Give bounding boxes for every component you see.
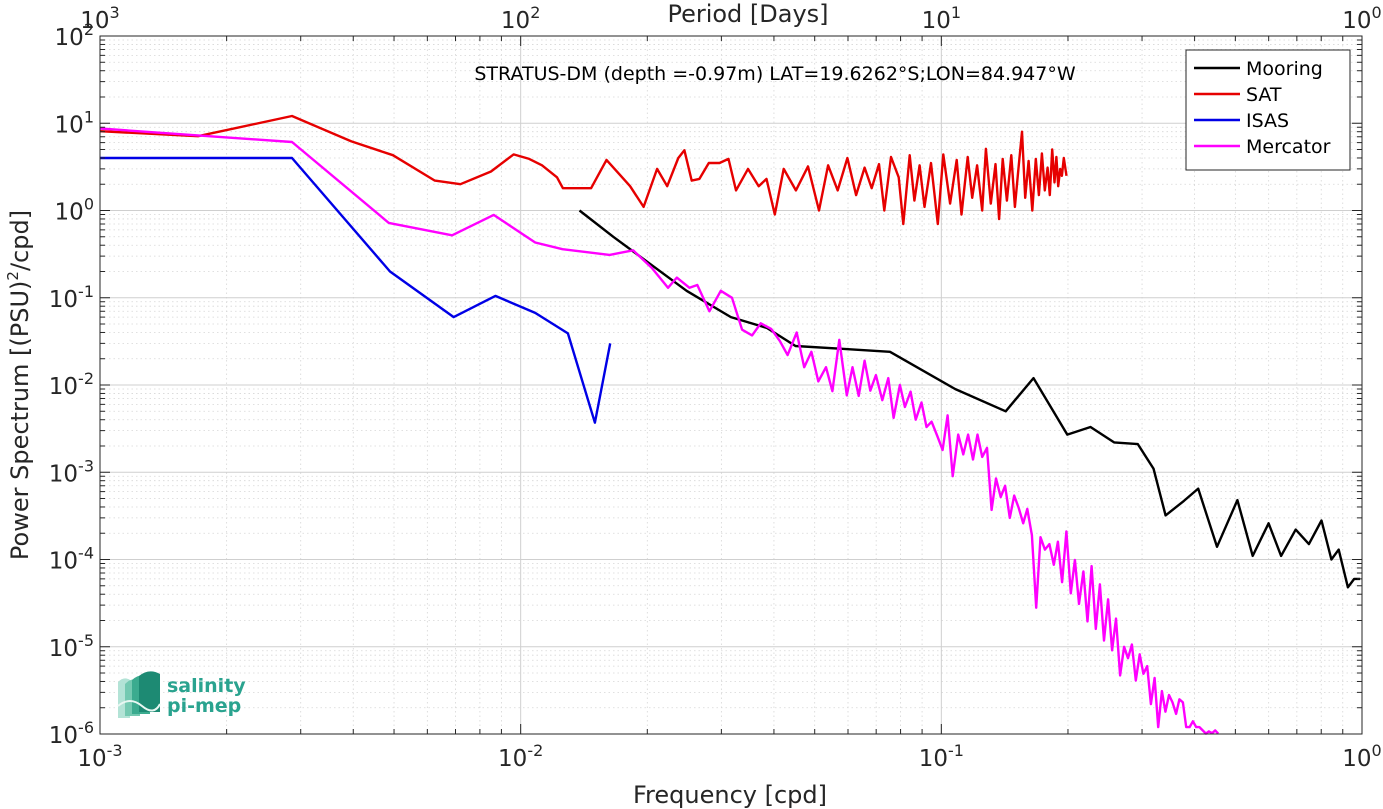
legend-label-mooring: Mooring [1246, 58, 1323, 80]
y-tick-label: 100 [55, 195, 94, 226]
y-tick-label: 10-6 [49, 718, 94, 749]
x-tick-label: 10-2 [498, 741, 543, 772]
salinity-pi-mep-logo: salinity pi-mep [117, 671, 246, 718]
x-axis-label-text: Frequency [cpd] [633, 781, 827, 809]
y-tick-label: 102 [55, 20, 94, 51]
wave-logo-icon [117, 671, 161, 718]
y-tick-label: 10-5 [49, 631, 94, 662]
series-line-sat [99, 114, 1068, 226]
y-tick-label: 10-1 [49, 282, 94, 313]
y-tick-label: 101 [55, 107, 94, 138]
chart-title: STRATUS-DM (depth =-0.97m) LAT=19.6262°S… [474, 63, 1075, 85]
y-tick-label: 10-3 [49, 456, 94, 487]
y-axis-label-sup: 2 [4, 271, 22, 281]
y-axis-label-main: Power Spectrum [(PSU) [6, 281, 34, 560]
x-tick-label: 10-3 [77, 741, 122, 772]
series-line-mooring [578, 209, 1361, 589]
legend: Mooring SAT ISAS Mercator [1185, 49, 1351, 171]
series-layer [99, 114, 1361, 735]
series-line-isas [100, 156, 612, 424]
tick-marks [99, 35, 1363, 735]
top-tick-label: 101 [922, 3, 961, 34]
x-tick-label: 10-1 [919, 741, 964, 772]
y-tick-label: 10-4 [49, 544, 94, 575]
legend-label-isas: ISAS [1246, 110, 1289, 132]
legend-label-mercator: Mercator [1246, 136, 1331, 158]
logo-text-salinity: salinity [167, 675, 246, 697]
logo-text-pi-mep: pi-mep [167, 695, 241, 717]
top-axis-label: Period [Days] [667, 0, 828, 28]
top-tick-label: 100 [1342, 3, 1381, 34]
grid-minor [100, 36, 1362, 734]
x-tick-label: 100 [1342, 741, 1381, 772]
y-axis-label-tail: /cpd] [6, 210, 34, 271]
legend-label-sat: SAT [1246, 84, 1282, 106]
series-line-mercator [99, 127, 1220, 735]
x-axis-label: Frequency [cpd] [633, 781, 827, 809]
top-tick-label: 103 [80, 3, 119, 34]
legend-box [1185, 49, 1351, 171]
top-tick-label: 102 [501, 3, 540, 34]
y-axis-label: Power Spectrum [(PSU)2/cpd] [4, 210, 34, 560]
y-tick-label: 10-2 [49, 369, 94, 400]
